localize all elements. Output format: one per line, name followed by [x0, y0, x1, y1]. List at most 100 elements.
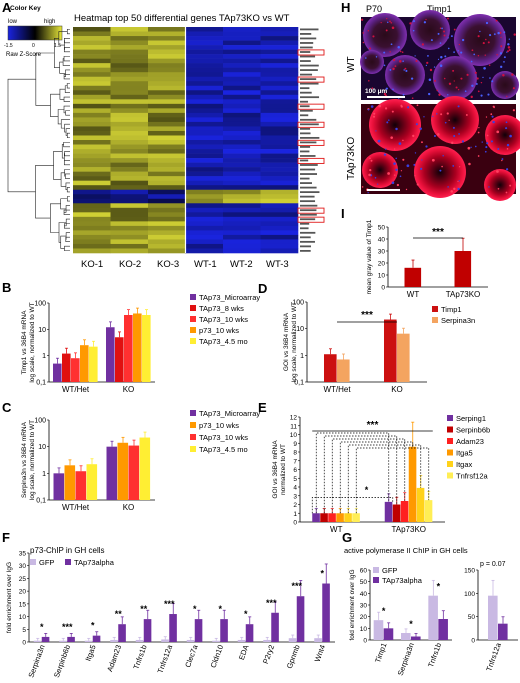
- ko-nucleus: [377, 183, 379, 185]
- ko-nucleus: [496, 170, 499, 173]
- wt-nucleus: [508, 48, 511, 52]
- heatmap-cell: [260, 45, 299, 50]
- heatmap-cell: [148, 36, 186, 41]
- wt-nucleus: [503, 61, 505, 63]
- wt-nucleus: [365, 57, 367, 59]
- heatmap-cell: [73, 99, 111, 105]
- bar: [408, 446, 417, 522]
- bar: [296, 596, 305, 642]
- legend-label: TAp73alpha: [74, 558, 115, 567]
- heatmap-col-ko-3: KO-3: [157, 259, 179, 270]
- ko-nucleus: [383, 153, 387, 156]
- heatmap-cell: [148, 216, 186, 222]
- wt-nucleus: [460, 77, 463, 80]
- bar: [143, 619, 152, 642]
- ko-nucleus: [391, 110, 394, 113]
- y-tick-label: 50: [378, 225, 386, 232]
- heatmap-cell: [223, 180, 261, 186]
- heatmap-cell: [148, 67, 186, 73]
- panel-letter-i: I: [341, 206, 345, 221]
- heatmap-cell: [110, 27, 149, 32]
- category-label: Adam23: [105, 644, 123, 673]
- y-tick-label: 0: [471, 638, 475, 645]
- wt-nucleus: [460, 51, 463, 54]
- heatmap-cell: [260, 180, 299, 186]
- category-label: TAp73KO: [446, 290, 481, 299]
- heatmap-cell: [185, 158, 224, 163]
- gene-label-stub: [300, 91, 312, 94]
- heatmap-cell: [148, 230, 186, 236]
- panel-a: Color Key low high -1.5 0 1.5 Raw Z-Scor…: [4, 5, 325, 270]
- ko-nucleus: [396, 183, 400, 187]
- bar: [62, 353, 71, 382]
- ko-nucleus: [393, 174, 396, 176]
- wt-nucleus: [452, 69, 455, 72]
- legend-swatch: [190, 422, 196, 428]
- gene-label-stub: [300, 100, 309, 103]
- legend-label: TAp73_4.5 mo: [199, 337, 248, 346]
- gene-label-stub: [300, 78, 317, 81]
- heatmap-cell: [185, 180, 224, 186]
- wt-nucleus: [438, 93, 441, 96]
- heatmap-cell: [260, 99, 299, 105]
- heatmap-cell: [110, 63, 149, 68]
- wt-nucleus: [477, 35, 480, 38]
- bar: [64, 465, 76, 500]
- heatmap-cell: [73, 94, 111, 100]
- heatmap-cell: [110, 81, 149, 87]
- y-tick-label: 3: [293, 493, 297, 500]
- heatmap-cell: [148, 243, 186, 249]
- wt-nucleus: [423, 21, 427, 24]
- heatmap-cell: [73, 212, 111, 218]
- wt-nucleus: [397, 46, 400, 49]
- ko-nucleus: [488, 186, 490, 188]
- heatmap-cell: [110, 108, 149, 114]
- wt-nucleus: [495, 19, 498, 22]
- heatmap-cell: [223, 94, 261, 100]
- heatmap-cell: [223, 103, 261, 109]
- heatmap-cell: [73, 185, 111, 191]
- heatmap-cell: [110, 153, 149, 159]
- heatmap-cell: [148, 185, 186, 191]
- heatmap-cell: [260, 58, 299, 64]
- heatmap-cell: [260, 103, 299, 109]
- wt-nucleus: [437, 58, 440, 61]
- comparison-line: [347, 444, 422, 514]
- category-label: WT: [330, 525, 343, 534]
- category-label: Serpina3n: [26, 644, 46, 679]
- gene-label-stub: [300, 177, 310, 180]
- wt-nucleus: [513, 33, 516, 36]
- legend-swatch: [447, 426, 453, 433]
- ko-nucleus: [458, 180, 460, 182]
- heatmap-cell: [185, 149, 224, 154]
- heatmap-cell: [73, 203, 111, 209]
- heatmap-cell: [223, 99, 261, 105]
- wt-nucleus: [430, 39, 433, 42]
- gene-label-stub: [300, 200, 316, 203]
- heatmap-cell: [73, 63, 111, 68]
- heatmap-cell: [223, 189, 261, 195]
- wt-nucleus: [511, 73, 514, 76]
- gene-label-stub: [300, 51, 311, 53]
- ko-nucleus: [373, 112, 376, 115]
- wt-nucleus: [402, 60, 404, 62]
- heatmap-cell: [223, 90, 261, 96]
- panel-c-chart: 0,1 1 10 100 WT/Het KO Serpina3n vs 36B4 mRNA l…: [21, 409, 260, 512]
- wt-nucleus: [368, 80, 370, 82]
- wt-nucleus: [485, 38, 487, 41]
- y-tick-label: 100: [292, 300, 304, 307]
- wt-nucleus: [362, 32, 365, 34]
- heatmap-cell: [73, 67, 111, 73]
- heatmap-cell: [260, 121, 299, 127]
- panel-g-right: 0 50 100 150 Tnfrs12a: [464, 568, 518, 673]
- gene-label-stub: [300, 141, 317, 144]
- legend-swatch: [447, 449, 453, 456]
- ko-nucleus: [406, 164, 410, 168]
- bar: [438, 619, 448, 640]
- wt-tubule: [385, 55, 425, 95]
- heatmap-cell: [223, 162, 261, 168]
- ko-nucleus: [447, 186, 449, 188]
- wt-nucleus: [503, 56, 506, 59]
- heatmap-cell: [223, 81, 261, 87]
- heatmap-cell: [223, 167, 261, 172]
